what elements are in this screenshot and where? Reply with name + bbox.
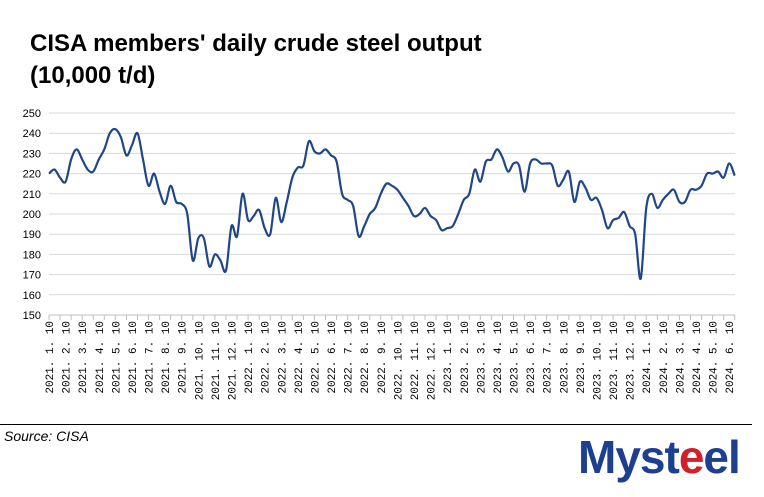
x-tick-label: 2024. 3. 10 (675, 321, 687, 394)
y-tick-label: 230 (23, 148, 41, 160)
x-tick-label: 2022. 6. 10 (327, 321, 339, 394)
x-tick-label: 2022. 11. 10 (410, 321, 422, 400)
x-tick-label: 2022. 12. 10 (427, 321, 439, 400)
x-tick-label: 2024. 1. 10 (642, 321, 654, 394)
logo-part-2: e (678, 431, 705, 483)
x-tick-label: 2023. 8. 10 (559, 321, 571, 394)
x-tick-label: 2022. 2. 10 (261, 321, 273, 394)
x-tick-label: 2023. 1. 10 (443, 321, 455, 394)
x-tick-label: 2023. 5. 10 (510, 321, 522, 394)
x-tick-label: 2022. 7. 10 (344, 321, 356, 394)
x-tick-label: 2023. 10. 10 (592, 321, 604, 400)
x-tick-label: 2023. 6. 10 (526, 321, 538, 394)
x-tick-label: 2022. 10. 10 (393, 321, 405, 400)
x-tick-label: 2021. 3. 10 (78, 321, 90, 394)
chart-title-line-2: (10,000 t/d) (30, 62, 156, 89)
x-tick-label: 2022. 1. 10 (244, 321, 256, 394)
x-tick-label: 2021. 1. 10 (45, 321, 57, 394)
x-tick-label: 2022. 3. 10 (277, 321, 289, 394)
x-tick-label: 2022. 4. 10 (294, 321, 306, 394)
x-tick-label: 2023. 12. 10 (626, 321, 638, 400)
y-tick-label: 150 (23, 310, 41, 322)
x-tick-label: 2021. 12. 10 (227, 321, 239, 400)
x-tick-label: 2023. 3. 10 (476, 321, 488, 394)
x-tick-label: 2021. 7. 10 (145, 321, 157, 394)
y-tick-label: 180 (23, 249, 41, 261)
y-tick-label: 210 (23, 189, 41, 201)
x-tick-label: 2021. 4. 10 (95, 321, 107, 394)
x-tick-label: 2021. 10. 10 (194, 321, 206, 400)
chart-title-line-1: CISA members' daily crude steel output (30, 30, 482, 57)
x-tick-label: 2022. 8. 10 (360, 321, 372, 394)
y-tick-label: 170 (23, 270, 41, 282)
x-tick-label: 2024. 2. 10 (659, 321, 671, 394)
x-tick-label: 2023. 7. 10 (543, 321, 555, 394)
y-tick-label: 190 (23, 229, 41, 241)
y-tick-label: 250 (23, 108, 41, 120)
chart-title: CISA members' daily crude steel output (… (30, 28, 482, 92)
x-tick-label: 2023. 2. 10 (460, 321, 472, 394)
x-tick-label: 2024. 5. 10 (709, 321, 721, 394)
x-tick-label: 2021. 2. 10 (62, 321, 74, 394)
logo-part-1: Myst (578, 431, 680, 483)
x-tick-label: 2023. 9. 10 (576, 321, 588, 394)
y-tick-label: 220 (23, 169, 41, 181)
x-tick-label: 2022. 9. 10 (377, 321, 389, 394)
x-tick-label: 2022. 5. 10 (310, 321, 322, 394)
x-tick-label: 2023. 4. 10 (493, 321, 505, 394)
x-tick-label: 2024. 6. 10 (725, 321, 737, 394)
x-tick-label: 2021. 8. 10 (161, 321, 173, 394)
x-tick-label: 2021. 11. 10 (211, 321, 223, 400)
source-note: Source: CISA (4, 428, 89, 444)
y-tick-label: 200 (23, 209, 41, 221)
y-tick-label: 240 (23, 128, 41, 140)
y-tick-label: 160 (23, 290, 41, 302)
logo-part-3: el (703, 431, 740, 483)
x-tick-label: 2021. 5. 10 (111, 321, 123, 394)
series-line (48, 127, 736, 280)
x-tick-label: 2023. 11. 10 (609, 321, 621, 400)
x-tick-label: 2024. 4. 10 (692, 321, 704, 394)
x-tick-label: 2021. 6. 10 (128, 321, 140, 394)
footer-divider (0, 424, 752, 425)
mysteel-logo: Mysteel (578, 430, 741, 484)
x-tick-label: 2021. 9. 10 (178, 321, 190, 394)
